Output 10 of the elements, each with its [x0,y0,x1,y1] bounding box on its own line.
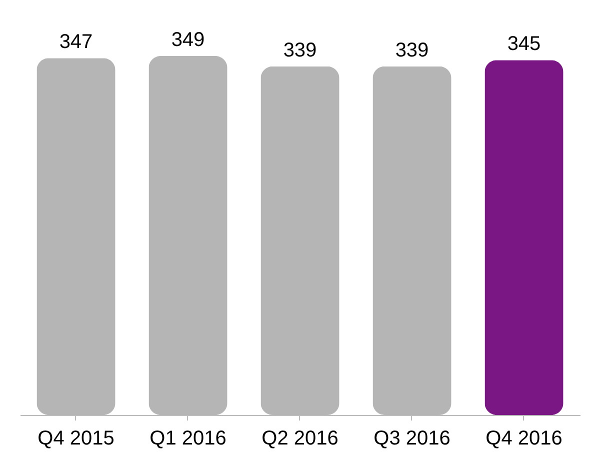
data-label: 347 [59,31,93,54]
data-label: 345 [507,33,541,56]
x-tick-label: Q3 2016 [374,428,450,450]
data-label: 349 [171,29,205,52]
data-label: 339 [395,39,429,62]
x-tick-label: Q1 2016 [150,428,226,450]
x-tick-label: Q2 2016 [262,428,338,450]
data-label: 339 [283,39,317,62]
x-tick-label: Q4 2015 [38,428,114,450]
x-tick-label: Q4 2016 [486,428,562,450]
